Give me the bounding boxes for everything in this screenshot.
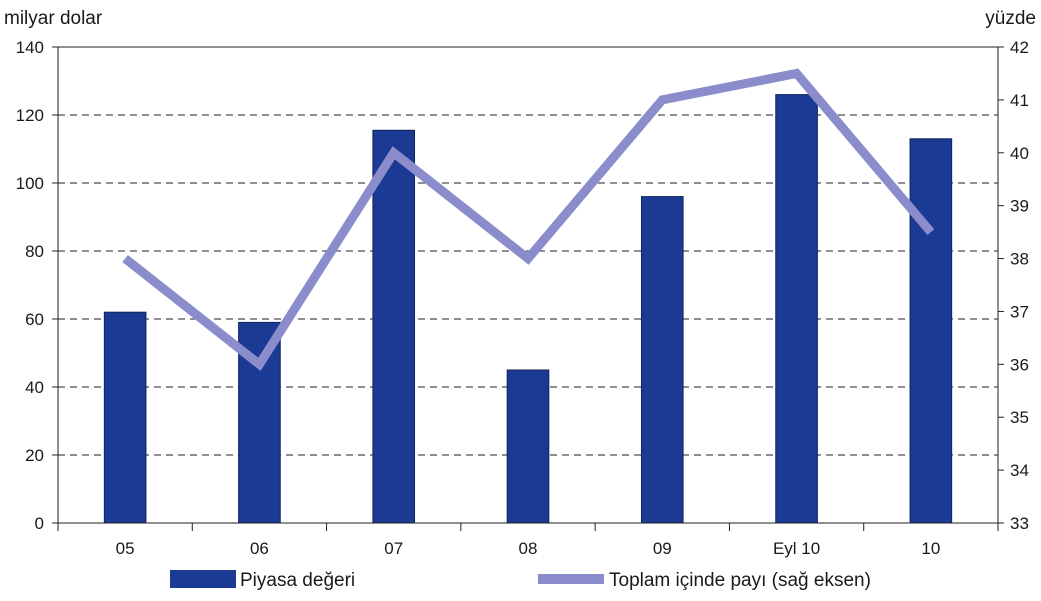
bar: [775, 94, 818, 524]
left-tick-label: 60: [25, 310, 44, 329]
left-tick-label: 100: [16, 174, 44, 193]
x-tick-label: 07: [384, 539, 403, 558]
right-tick-label: 42: [1010, 38, 1029, 57]
legend-label-bar: Piyasa değeri: [240, 570, 355, 591]
axes: 0 20 40 60 80 100 120 140 33 34 35 36 37 38 39 40 41 42 05…: [16, 38, 1029, 558]
left-tick-label: 140: [16, 38, 44, 57]
right-tick-label: 36: [1010, 355, 1029, 374]
right-tick-label: 38: [1010, 250, 1029, 269]
x-tick-label: 10: [921, 539, 940, 558]
x-tick-label: 05: [116, 539, 135, 558]
x-tick-label: 08: [519, 539, 538, 558]
line-series: [122, 68, 935, 371]
right-tick-label: 39: [1010, 197, 1029, 216]
bar: [103, 311, 147, 524]
left-tick-label: 80: [25, 242, 44, 261]
bar: [506, 369, 550, 524]
x-tick-label: 09: [653, 539, 672, 558]
legend-label-line: Toplam içinde payı (sağ eksen): [609, 570, 871, 591]
left-tick-label: 0: [35, 514, 44, 533]
right-tick-label: 41: [1010, 91, 1029, 110]
x-tick-label: 06: [250, 539, 269, 558]
right-axis-title: yüzde: [985, 8, 1036, 29]
legend: Piyasa değeri Toplam içinde payı (sağ eks…: [170, 570, 871, 591]
right-tick-label: 37: [1010, 302, 1029, 321]
left-axis-title: milyar dolar: [4, 8, 103, 29]
bar-series: [103, 94, 953, 524]
legend-swatch-bar: [170, 570, 236, 588]
right-tick-label: 40: [1010, 144, 1029, 163]
right-tick-label: 35: [1010, 408, 1029, 427]
left-tick-label: 40: [25, 378, 44, 397]
bar: [909, 138, 953, 524]
x-tick-label: Eyl 10: [773, 539, 820, 558]
bar: [372, 129, 416, 524]
line-series-path: [122, 68, 935, 371]
left-tick-label: 120: [16, 106, 44, 125]
right-tick-label: 33: [1010, 514, 1029, 533]
bar: [640, 196, 684, 524]
left-tick-label: 20: [25, 446, 44, 465]
gridlines: [58, 114, 998, 456]
legend-swatch-line: [538, 574, 604, 584]
right-tick-label: 34: [1010, 461, 1029, 480]
